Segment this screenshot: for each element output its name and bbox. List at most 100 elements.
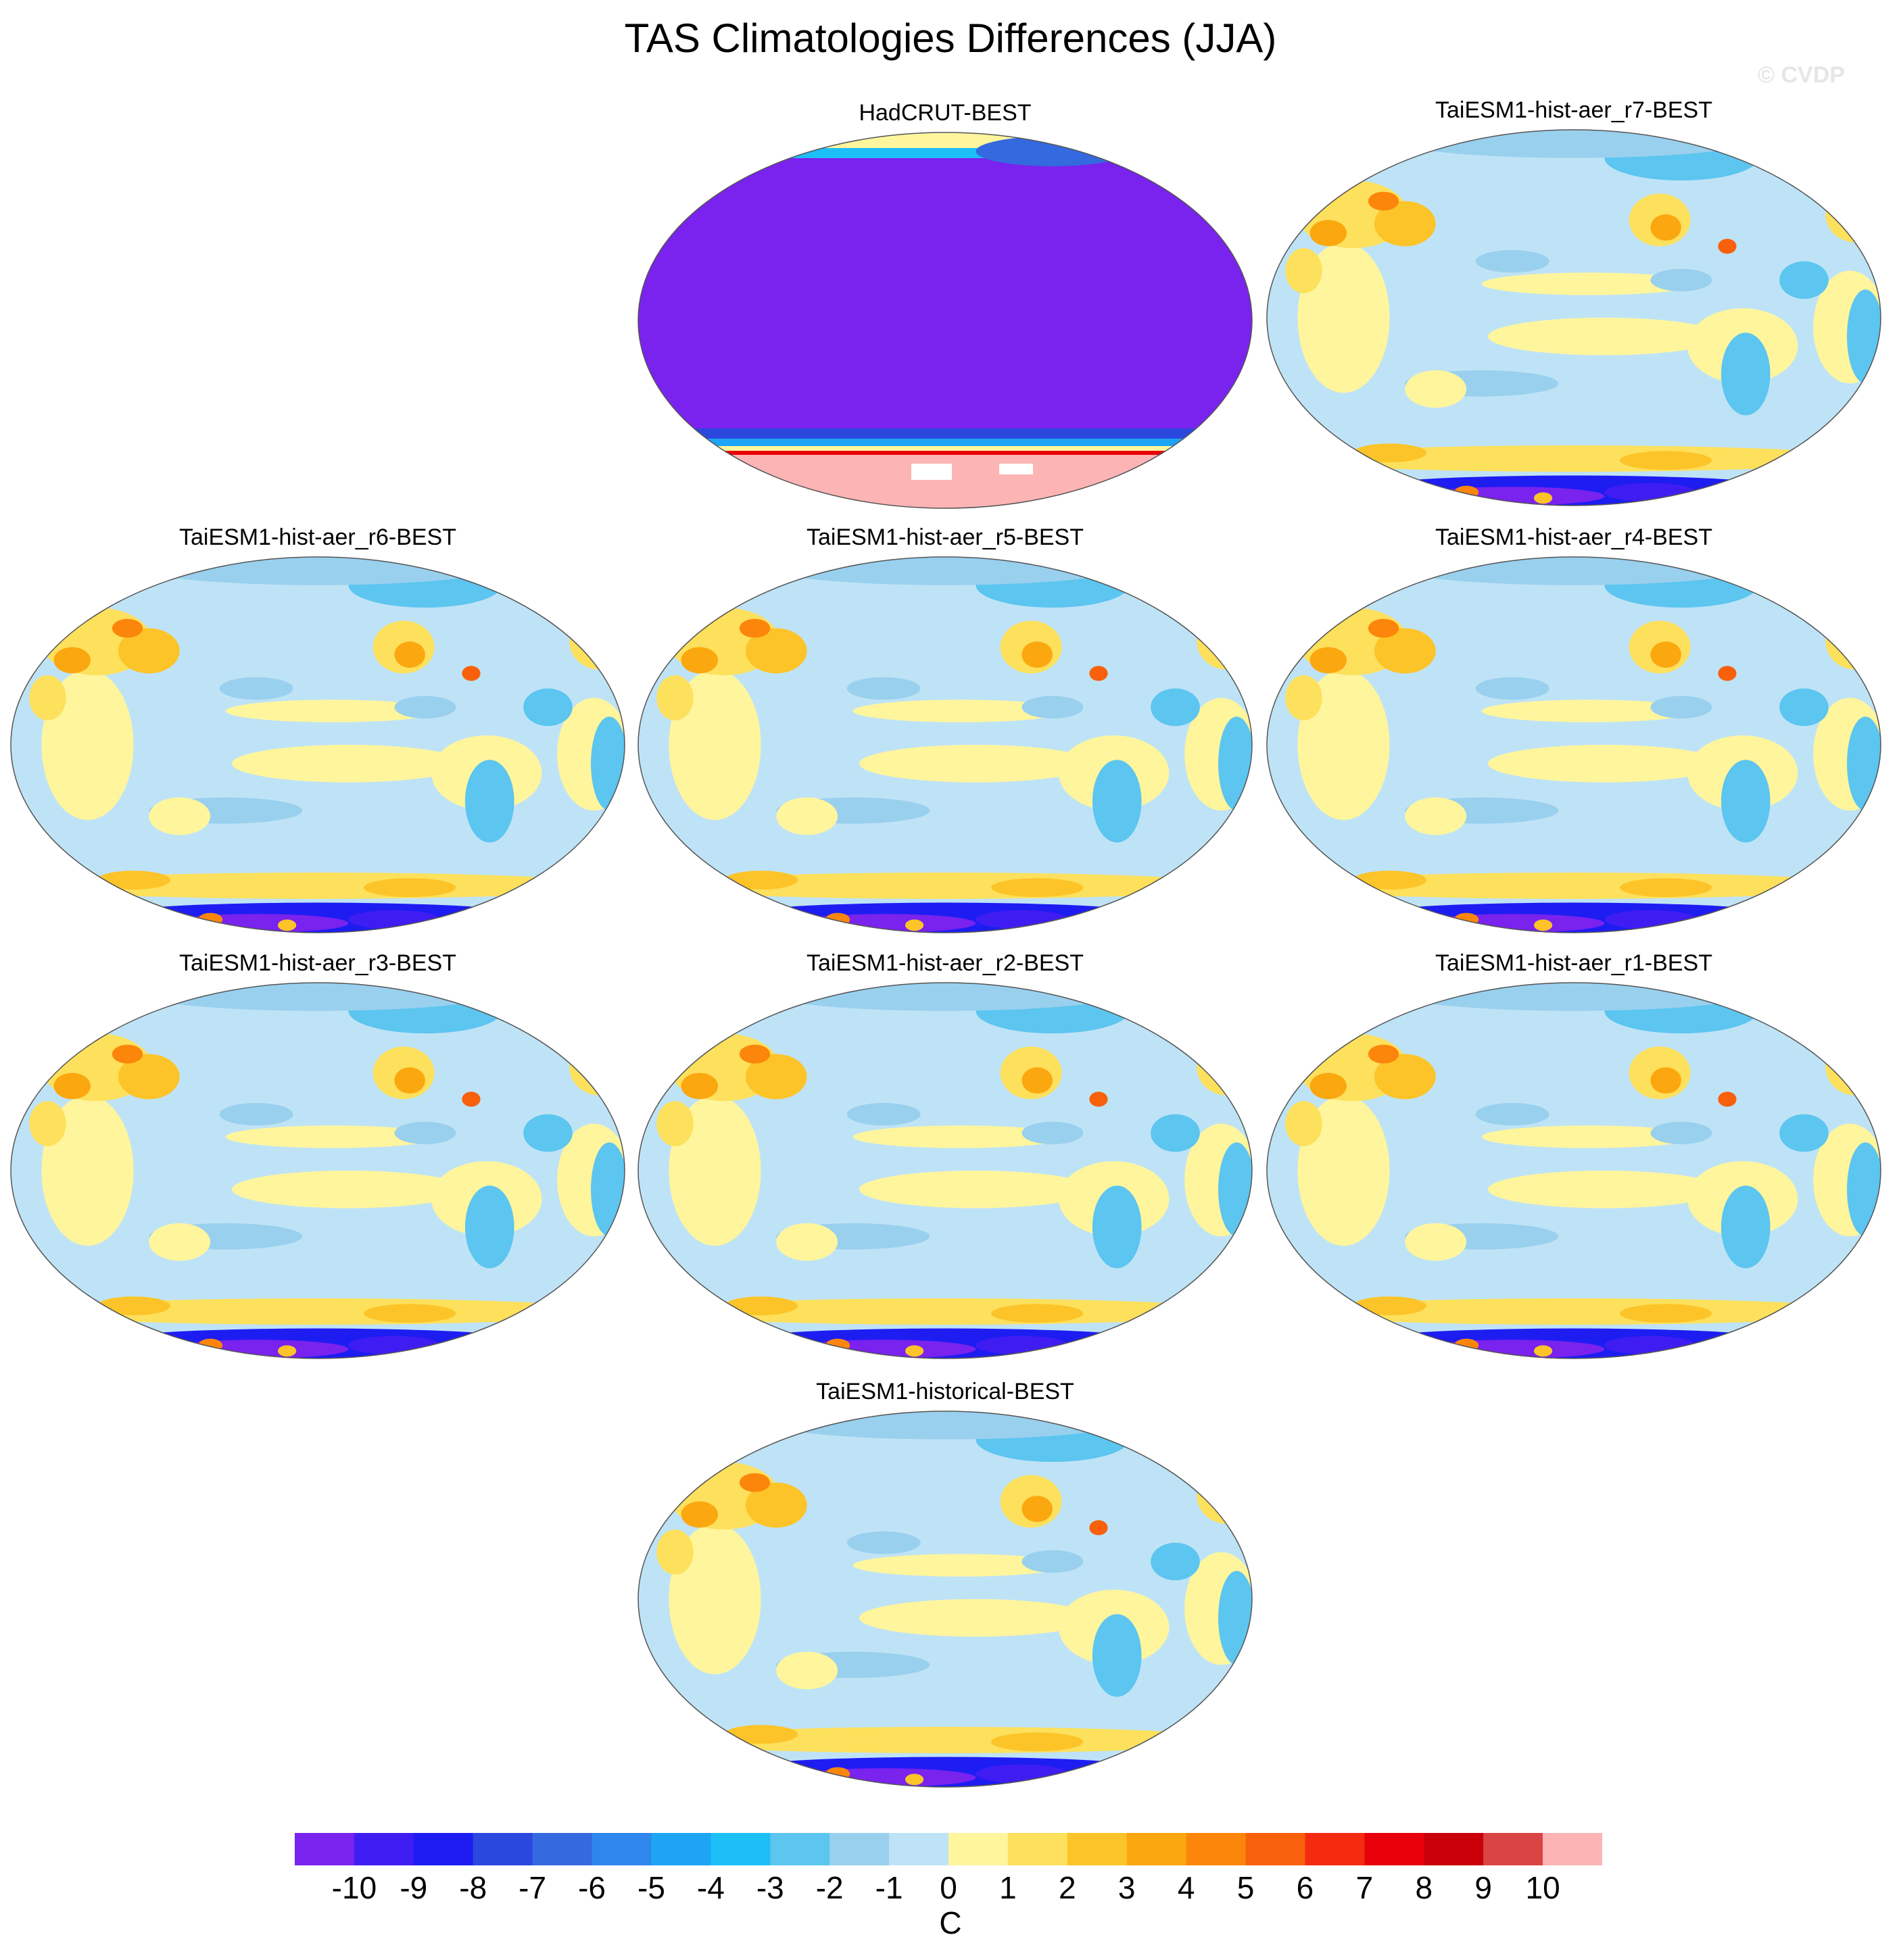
colorbar-box <box>829 1833 890 1865</box>
antarctic-cold <box>1420 487 1605 506</box>
warm-land-australia <box>776 797 838 835</box>
map-panel-r7: TaiESM1-hist-aer_r7-BEST <box>1263 97 1885 506</box>
cool-patch <box>1650 695 1712 719</box>
colorbar-box <box>770 1833 830 1865</box>
map-outline <box>637 556 1253 933</box>
arctic-cool <box>1389 557 1758 585</box>
cool-patch <box>1151 1542 1200 1581</box>
warm-land-europe <box>1197 1467 1252 1524</box>
warm-land-europe <box>569 613 625 670</box>
antarctic-warm-spot <box>825 1338 850 1352</box>
arctic-cool <box>761 557 1130 585</box>
colorbar-tick-label: -5 <box>637 1870 665 1905</box>
cool-patch <box>1021 1121 1084 1145</box>
north-hotspot <box>1113 149 1145 161</box>
warm-band-equator <box>1487 745 1721 783</box>
antarctic-cold <box>164 914 349 933</box>
panel-title: TaiESM1-hist-aer_r7-BEST <box>1435 97 1712 123</box>
map-panel-r5: TaiESM1-hist-aer_r5-BEST <box>634 524 1256 933</box>
warm-band-west <box>669 669 761 820</box>
southern-ocean-warm <box>364 1304 456 1323</box>
colorbar-tick-label: 9 <box>1474 1870 1492 1905</box>
warm-band-equator <box>1487 1171 1721 1208</box>
antarctic-cold <box>976 1764 1068 1784</box>
warm-land-hotspot <box>1650 214 1681 241</box>
colorbar-tick-label: 3 <box>1117 1870 1136 1905</box>
warm-land-eurasia <box>118 628 180 674</box>
colorbar-box <box>889 1833 949 1865</box>
warm-band-equator <box>859 1171 1092 1208</box>
warm-land-west <box>1285 248 1322 293</box>
south-transition <box>638 451 1252 455</box>
map-outline <box>1266 556 1881 933</box>
map-r4 <box>1266 556 1881 933</box>
colorbar-tick-label: 4 <box>1177 1870 1195 1905</box>
arctic-cool <box>133 983 502 1011</box>
cool-land-samerica <box>1092 760 1142 843</box>
southern-ocean-warm <box>1620 1304 1712 1323</box>
warm-land-hotspot <box>739 1473 771 1492</box>
colorbar-box <box>1483 1833 1543 1865</box>
southern-ocean-warm <box>1620 451 1712 470</box>
colorbar <box>295 1833 1602 1865</box>
colorbar-box <box>711 1833 771 1865</box>
cool-patch <box>523 1114 573 1152</box>
antarctic-warm-spot <box>825 1767 850 1781</box>
warm-land-hotspot <box>739 618 771 638</box>
antarctic-warm-spot <box>1453 1338 1479 1352</box>
warm-land-hotspot <box>1368 1044 1399 1064</box>
cool-land-samerica <box>464 760 514 843</box>
cool-land-africa <box>1218 716 1252 811</box>
colorbar-tick-label: -6 <box>578 1870 606 1905</box>
antarctic-cold <box>348 1336 441 1355</box>
warm-land-hotspot <box>394 1067 425 1094</box>
map-outline <box>10 982 625 1359</box>
cool-patch <box>1151 688 1200 727</box>
map-panel-historical: TaiESM1-historical-BEST <box>634 1379 1256 1788</box>
colorbar-tick-label: 10 <box>1525 1870 1560 1905</box>
cool-patch <box>219 1102 293 1126</box>
panel-title: TaiESM1-hist-aer_r1-BEST <box>1435 950 1712 976</box>
cool-patch <box>846 1102 921 1126</box>
colorbar-box <box>295 1833 355 1865</box>
colorbar-tick-label: -1 <box>875 1870 903 1905</box>
warm-land-hotspot <box>1368 618 1399 638</box>
arctic-cool <box>1389 130 1758 158</box>
antarctic-cold <box>164 1340 349 1358</box>
south-transition <box>638 446 1252 451</box>
cool-patch <box>394 695 456 719</box>
warm-land-eurasia <box>745 1482 807 1528</box>
southern-ocean-warm <box>1282 445 1866 472</box>
warm-land-hotspot <box>462 666 481 681</box>
antarctic-cold <box>1604 1336 1697 1355</box>
north-transition <box>638 132 1252 148</box>
antarctic-cold <box>348 910 441 929</box>
map-outline <box>637 132 1253 509</box>
warm-land-west <box>656 675 694 720</box>
southern-ocean-warm <box>1282 1298 1866 1325</box>
warm-land-eurasia <box>118 1054 180 1100</box>
panel-title: TaiESM1-hist-aer_r5-BEST <box>806 524 1084 550</box>
southern-ocean-warm <box>991 878 1084 898</box>
southern-ocean-warm <box>26 1298 610 1325</box>
warm-land-australia <box>1405 370 1467 408</box>
southern-ocean-warm <box>1353 871 1427 890</box>
map-r3 <box>10 982 625 1359</box>
colorbar-box <box>1305 1833 1365 1865</box>
colorbar-tick-label: 2 <box>1059 1870 1076 1905</box>
warm-land-hotspot <box>681 647 719 674</box>
warm-land-hotspot <box>112 618 143 638</box>
panel-title: TaiESM1-historical-BEST <box>816 1379 1074 1404</box>
warm-land-europe <box>1825 1039 1881 1096</box>
southern-ocean-warm <box>724 1296 798 1316</box>
warm-land-australia <box>149 1223 211 1261</box>
antarctic-cold <box>1420 914 1605 933</box>
warm-land-hotspot <box>1089 666 1108 681</box>
warm-land-europe <box>1825 613 1881 670</box>
warm-band-equator <box>231 1171 465 1208</box>
warm-land-west <box>656 1529 694 1575</box>
map-panel-r4: TaiESM1-hist-aer_r4-BEST <box>1263 524 1885 933</box>
warm-land-australia <box>149 797 211 835</box>
cool-patch <box>1779 688 1829 727</box>
colorbar-tick-label: 7 <box>1355 1870 1374 1905</box>
